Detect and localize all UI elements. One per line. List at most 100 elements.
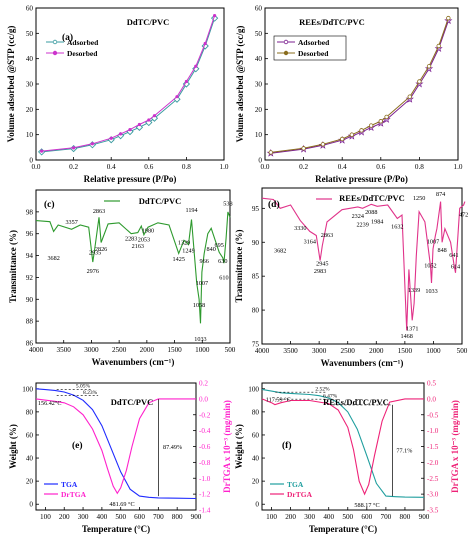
y2-tick-label: 0.2	[199, 380, 208, 388]
y2-tick-label: -1.4	[199, 507, 211, 515]
y2-tick-label: -1.0	[199, 475, 211, 483]
series-line-desorbed	[270, 17, 449, 153]
peak-label: 2935	[89, 249, 101, 256]
peak-label: 2239	[356, 222, 368, 229]
x-tick-label: 900	[419, 513, 430, 521]
y-tick-label: 90	[252, 239, 260, 247]
data-point-desorbed	[175, 95, 179, 99]
y2-tick-label: -0.6	[199, 443, 211, 451]
x-tick-label: 1.0	[220, 163, 229, 171]
legend-label-adsorbed: Adsorbed	[67, 38, 99, 47]
x-tick-label: 600	[361, 513, 372, 521]
data-point-desorbed	[109, 136, 113, 140]
chart-title: REEs/DdTC/PVC	[323, 397, 389, 407]
legend-label-tga: TGA	[287, 480, 304, 489]
panel-b: 0.0 0.2 0.4 0.6 0.8 1.0 0 10 20 30 40 50 60 Relative …	[235, 5, 463, 185]
y-tick-label: 60	[26, 5, 34, 13]
y2-axis-label: DrTGA x 10⁻³ (mg/min)	[450, 400, 460, 493]
y-tick-label: 50	[255, 30, 263, 38]
x-tick-label: 0.2	[299, 163, 308, 171]
x-tick-label: 2500	[341, 347, 356, 355]
y-tick-label: 100	[248, 385, 259, 393]
x-axis-label: Relative pressure (P/Po)	[315, 174, 408, 184]
x-tick-label: 1500	[167, 346, 182, 354]
series-line-desorbed	[41, 15, 216, 152]
x-tick-label: 2500	[112, 346, 127, 354]
legend-marker	[52, 50, 58, 56]
x-axis-label: Wavenumbers (cm⁻¹)	[92, 357, 175, 367]
peak-label: 610	[219, 275, 228, 282]
panel-label: (a)	[62, 32, 73, 43]
data-point-desorbed	[349, 132, 355, 137]
series-line-rees/ddtc/pvc	[261, 197, 466, 331]
data-point-desorbed	[137, 122, 141, 127]
y2-tick-label: 0.0	[427, 395, 436, 403]
peak-label: 1249	[182, 247, 194, 254]
peak-label: 3164	[304, 239, 316, 246]
y-tick-label: 10	[255, 131, 263, 139]
x-tick-label: 3000	[84, 346, 99, 354]
x-tick-label: 200	[59, 513, 70, 521]
data-point-desorbed	[417, 79, 422, 84]
legend-label-drtga: DrTGA	[61, 490, 87, 499]
x-tick-label: 0.0	[261, 163, 270, 171]
x-tick-label: 600	[134, 513, 145, 521]
peak-label: 1052	[424, 262, 436, 269]
data-point-desorbed	[72, 146, 76, 150]
peak-label: 3682	[47, 255, 59, 262]
peak-label: 2983	[314, 268, 326, 275]
y-tick-label: 0	[29, 157, 33, 165]
x-tick-label: 0.8	[182, 163, 191, 171]
y2-tick-label: 0.0	[199, 395, 208, 403]
annotation: 77.1%	[396, 447, 412, 454]
x-axis-label: Temperature (°C)	[82, 524, 150, 534]
peak-label: 695	[215, 242, 224, 249]
peak-label: 472	[459, 211, 468, 218]
y-tick-label: 40	[255, 55, 263, 63]
y2-tick-label: -1.0	[427, 427, 439, 435]
peak-label: 3682	[274, 247, 286, 254]
peak-label: 1371	[406, 325, 418, 332]
y2-axis-label: DrTGA x 10⁻³ (mg/min)	[222, 400, 232, 493]
data-point-desorbed	[152, 114, 157, 118]
x-axis-label: Wavenumbers (cm⁻¹)	[321, 358, 404, 368]
annotation: 5.05%	[76, 384, 91, 390]
chart-title: DdTC/PVC	[139, 196, 182, 206]
annotation: 87.49%	[163, 444, 182, 451]
peak-label: 2826	[95, 246, 107, 253]
data-point-desorbed	[407, 94, 412, 99]
plot-frame	[35, 7, 225, 161]
data-point-desorbed	[301, 146, 306, 151]
data-point-desorbed	[340, 136, 345, 142]
x-tick-label: 300	[78, 513, 89, 521]
data-point-desorbed	[436, 43, 441, 49]
x-axis-label: Relative pressure (P/Po)	[84, 174, 177, 184]
data-point-adsorbed	[192, 65, 200, 73]
data-point-desorbed	[268, 150, 273, 155]
series-line-drtga	[35, 398, 196, 495]
annotation: 156.42°C	[38, 400, 62, 407]
annotation: 481.69 °C	[109, 501, 134, 508]
x-tick-label: 0.4	[107, 163, 116, 171]
legend-marker	[283, 39, 289, 45]
peak-label: 874	[436, 191, 445, 198]
peak-label: 3330	[294, 225, 306, 232]
x-tick-label: 3500	[57, 346, 72, 354]
y-tick-label: 60	[252, 431, 260, 439]
y-tick-label: 95	[252, 205, 260, 213]
series-line-tga	[35, 388, 197, 500]
y-tick-label: 100	[22, 385, 33, 393]
data-point-desorbed	[378, 119, 383, 124]
peak-label: 1468	[400, 333, 412, 340]
y2-tick-label: -0.8	[199, 459, 211, 467]
x-tick-label: 500	[115, 513, 126, 521]
x-tick-label: 1500	[398, 347, 413, 355]
annotation: 2.52%	[315, 387, 330, 393]
x-tick-label: 3500	[283, 347, 298, 355]
chart-title: REEs/DdTC/PVC	[339, 193, 405, 203]
panel-label: (c)	[44, 199, 55, 210]
y-axis-label: Transmittance (%)	[234, 229, 244, 302]
x-tick-label: 0.4	[338, 163, 347, 171]
peak-label: 1058	[193, 302, 205, 309]
